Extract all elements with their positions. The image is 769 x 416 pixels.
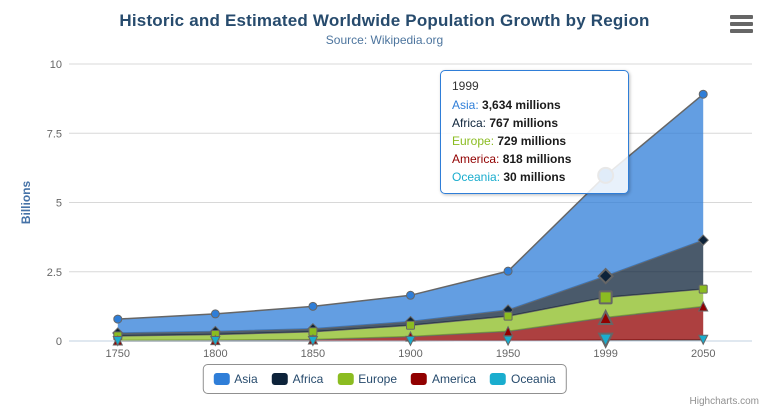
marker-asia-2050[interactable]	[698, 89, 708, 99]
x-tick-label: 1850	[301, 348, 325, 360]
export-menu-button[interactable]	[730, 15, 753, 33]
marker-america-2050[interactable]	[697, 300, 709, 312]
marker-europe-2050[interactable]	[698, 284, 708, 294]
legend-item-asia[interactable]: Asia	[213, 372, 258, 386]
area-asia[interactable]	[117, 94, 704, 333]
tooltip-row: Asia: 3,634 millions	[452, 96, 617, 114]
legend-swatch-africa	[271, 373, 288, 385]
legend: Asia Africa Europe America Oceania	[202, 364, 567, 394]
marker-oceania-1950[interactable]	[502, 335, 514, 347]
legend-swatch-oceania	[490, 373, 507, 385]
legend-item-oceania[interactable]: Oceania	[490, 372, 556, 386]
legend-swatch-asia	[213, 373, 230, 385]
x-tick-label: 2050	[691, 348, 715, 360]
marker-europe-1950[interactable]	[503, 311, 513, 321]
legend-label-europe: Europe	[358, 372, 398, 386]
legend-label-asia: Asia	[234, 372, 258, 386]
marker-europe-1999[interactable]	[598, 290, 613, 305]
x-tick-label: 1900	[398, 348, 422, 360]
tooltip-series-label: Europe:	[452, 134, 495, 148]
y-tick-label: 7.5	[47, 128, 62, 140]
legend-swatch-europe	[337, 373, 354, 385]
area-america[interactable]	[117, 306, 704, 341]
tooltip-series-value: 729 millions	[497, 134, 567, 148]
marker-oceania-1750[interactable]	[112, 335, 124, 347]
y-tick-label: 10	[50, 59, 62, 71]
marker-america-1999[interactable]	[597, 308, 614, 326]
marker-africa-1999[interactable]	[597, 267, 615, 285]
tooltip-row: Oceania: 30 millions	[452, 168, 617, 186]
x-tick-label: 1800	[203, 348, 227, 360]
tooltip-row: Africa: 767 millions	[452, 114, 617, 132]
tooltip-series-value: 767 millions	[489, 116, 559, 130]
marker-africa-2050[interactable]	[697, 234, 709, 246]
y-tick-label: 5	[56, 198, 62, 210]
chart-subtitle: Source: Wikipedia.org	[325, 33, 444, 47]
legend-item-europe[interactable]: Europe	[337, 372, 397, 386]
marker-asia-1800[interactable]	[210, 309, 220, 319]
marker-oceania-1900[interactable]	[405, 335, 416, 347]
highcharts-credits[interactable]: Highcharts.com	[689, 396, 759, 407]
marker-oceania-1999[interactable]	[597, 332, 614, 349]
legend-item-africa[interactable]: Africa	[271, 372, 324, 386]
legend-swatch-america	[411, 373, 428, 385]
marker-europe-1900[interactable]	[406, 320, 415, 330]
tooltip-series-value: 818 millions	[502, 152, 572, 166]
y-axis-title: Billions	[19, 181, 33, 225]
x-tick-label: 1950	[496, 348, 520, 360]
hamburger-icon	[730, 15, 753, 19]
hamburger-icon	[730, 22, 753, 26]
marker-asia-1950[interactable]	[503, 266, 513, 276]
x-tick-label: 1999	[593, 348, 617, 360]
marker-oceania-1850[interactable]	[307, 335, 319, 347]
tooltip-row: Europe: 729 millions	[452, 132, 617, 150]
tooltip-series-label: Africa:	[452, 116, 487, 130]
y-tick-label: 0	[56, 336, 62, 348]
marker-asia-1900[interactable]	[406, 290, 415, 300]
tooltip-series-value: 3,634 millions	[482, 98, 561, 112]
marker-oceania-1800[interactable]	[210, 335, 221, 347]
tooltip-series-label: America:	[452, 152, 500, 166]
tooltip-header: 1999	[452, 79, 479, 93]
hamburger-icon	[730, 29, 753, 33]
tooltip-row: America: 818 millions	[452, 150, 617, 168]
tooltip-series-value: 30 millions	[503, 170, 566, 184]
y-tick-label: 2.5	[47, 267, 62, 279]
tooltip: 1999 Asia: 3,634 millions Africa: 767 mi…	[440, 70, 629, 194]
tooltip-series-label: Oceania:	[452, 170, 501, 184]
marker-asia-1850[interactable]	[308, 301, 318, 311]
area-africa[interactable]	[117, 240, 704, 336]
marker-oceania-2050[interactable]	[697, 334, 709, 346]
legend-label-oceania: Oceania	[511, 372, 556, 386]
legend-label-america: America	[432, 372, 477, 386]
chart-title: Historic and Estimated Worldwide Populat…	[119, 11, 650, 30]
x-tick-label: 1750	[106, 348, 130, 360]
tooltip-series-label: Asia:	[452, 98, 479, 112]
marker-asia-1750[interactable]	[113, 314, 123, 324]
legend-label-africa: Africa	[292, 372, 324, 386]
legend-item-america[interactable]: America	[411, 372, 476, 386]
